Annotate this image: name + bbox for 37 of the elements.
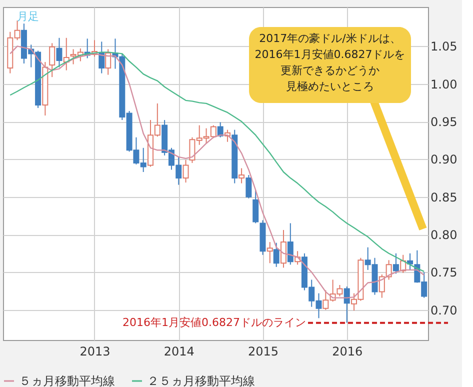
x-tick-label: 2013 <box>80 344 110 358</box>
x-tick-label: 2016 <box>332 344 363 358</box>
annotation: 2016年1月安値0.6827ドルを <box>254 48 406 61</box>
candlestick <box>344 286 350 324</box>
y-tick-label: 0.85 <box>430 190 458 204</box>
annotation: 見極めたいところ <box>286 80 374 93</box>
candlestick <box>246 174 252 199</box>
candlestick <box>217 122 224 138</box>
candlestick <box>378 274 385 298</box>
candlestick <box>386 260 392 280</box>
candlestick <box>392 252 399 274</box>
candlestick <box>238 168 245 184</box>
ref-line-label: 2016年1月安値0.6827ドルのライン <box>122 316 306 329</box>
candlestick <box>287 222 294 266</box>
y-tick-label: 0.70 <box>430 303 458 318</box>
candlestick <box>56 37 62 68</box>
legend-label: ２５ヵ月移動平均線 <box>147 374 255 387</box>
y-tick-label: 1.00 <box>430 77 458 92</box>
y-tick-label: 0.90 <box>430 152 458 167</box>
candlestick <box>105 48 112 76</box>
y-tick-label: 0.80 <box>430 228 458 242</box>
candlestick <box>49 42 56 78</box>
x-tick-label: 2015 <box>248 344 279 358</box>
candlestick <box>273 242 280 268</box>
y-tick-label: 1.05 <box>430 40 458 54</box>
y-tick-label: 0.75 <box>430 266 458 280</box>
candlestick <box>182 159 189 184</box>
legend-label: ５ヵ月移動平均線 <box>19 374 115 387</box>
candlestick <box>252 190 259 224</box>
annotation: 2017年の豪ドル/米ドルは、 <box>259 32 401 45</box>
annotation: 更新できるかどうか <box>280 64 380 77</box>
candlestick <box>280 230 286 268</box>
x-tick-label: 2014 <box>164 344 194 358</box>
y-tick-label: 0.95 <box>430 115 458 130</box>
candlestick <box>98 41 105 74</box>
candlestick <box>266 242 273 264</box>
annotation: 月足 <box>17 10 39 23</box>
